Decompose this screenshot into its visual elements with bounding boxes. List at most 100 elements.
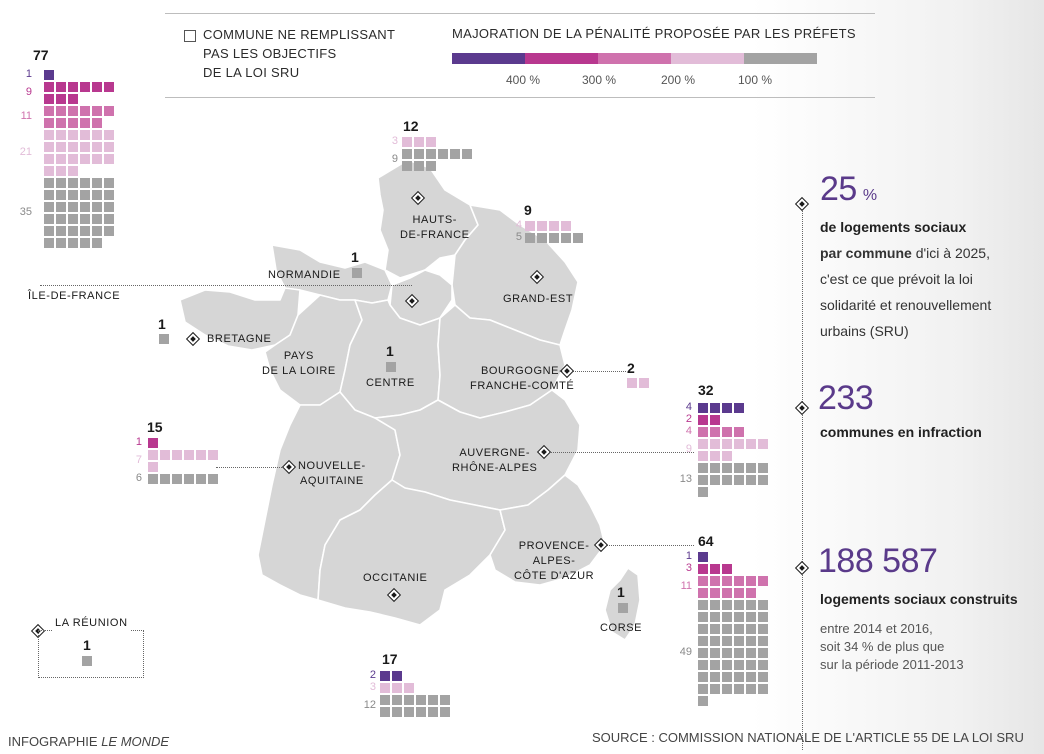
scale-segment [525,53,598,64]
commune-square [758,684,768,694]
commune-square [722,660,732,670]
paca-group-count: 11 [680,580,692,592]
label-centre: CENTRE [366,377,415,389]
ara-group-count: 4 [685,425,692,437]
reunion-inset [38,630,144,678]
commune-square [208,450,218,460]
commune-square [549,221,559,231]
commune-square [561,233,571,243]
commune-square [722,564,732,574]
idf-group-count: 21 [19,146,32,158]
commune-square [148,438,158,448]
commune-square [710,475,720,485]
commune-square [722,624,732,634]
stat1-line5: urbains (SRU) [820,323,909,339]
label-line: NOUVELLE- [298,460,366,472]
commune-square [404,683,414,693]
commune-square [402,149,412,159]
commune-square [44,106,54,116]
commune-square [758,600,768,610]
commune-square [438,149,448,159]
label-line: FRANCHE-COMTÉ [470,380,575,392]
commune-square [44,154,54,164]
commune-square [68,214,78,224]
legend-commune-line: DE LA LOI SRU [203,65,300,80]
map-occitanie [317,479,506,626]
commune-square [722,403,732,413]
label-la-reunion: LA RÉUNION [52,616,131,631]
commune-square [722,576,732,586]
commune-square [172,450,182,460]
commune-square [722,636,732,646]
idf-group-count: 11 [20,110,32,122]
commune-square [104,142,114,152]
occ-group-count: 12 [363,699,376,711]
ge-group-count: 5 [515,231,522,243]
stat1-unit: % [862,187,877,204]
commune-square [68,166,78,176]
commune-square [104,190,114,200]
commune-square [758,648,768,658]
commune-square-icon [184,30,196,42]
ara-total: 32 [698,382,714,398]
commune-square [561,221,571,231]
ara-group-count: 2 [685,413,692,425]
label-line: PROVENCE- [518,540,590,552]
commune-square [734,475,744,485]
commune-square [414,149,424,159]
na-group-count: 6 [135,472,142,484]
label-nouvelle-aquitaine: NOUVELLE- AQUITAINE [298,459,366,489]
map-hauts-de-france [377,159,479,279]
commune-square [698,612,708,622]
commune-square [440,695,450,705]
commune-square [428,695,438,705]
commune-square [734,427,744,437]
commune-square [698,600,708,610]
corse-total: 1 [617,584,625,600]
paca-total: 64 [698,533,714,549]
bret-total: 1 [158,316,166,332]
hdf-group-count: 9 [391,153,398,165]
commune-square [698,648,708,658]
commune-square [92,118,102,128]
idf-total: 77 [33,47,49,63]
commune-square [80,118,90,128]
commune-square [92,142,102,152]
commune-square [56,130,66,140]
commune-square [722,600,732,610]
commune-square [722,475,732,485]
ara-group-count: 9 [685,443,692,455]
commune-square [68,130,78,140]
commune-square [710,684,720,694]
stat1-line3: c'est ce que prévoit la loi [820,271,973,287]
commune-square [698,451,708,461]
commune-square [710,463,720,473]
commune-square [758,475,768,485]
commune-square [746,624,756,634]
commune-square [402,161,412,171]
commune-square [746,660,756,670]
stat2-number: 233 [818,379,874,417]
commune-square [734,636,744,646]
commune-square [80,178,90,188]
idf-group-count: 35 [19,206,32,218]
ara-group-count: 4 [685,401,692,413]
commune-square [698,403,708,413]
label-occitanie: OCCITANIE [363,572,428,584]
commune-square [159,334,169,344]
commune-square [734,624,744,634]
commune-square [450,149,460,159]
commune-square [386,362,396,372]
commune-square [196,450,206,460]
commune-square [184,450,194,460]
commune-square [160,474,170,484]
commune-square [414,137,424,147]
paca-group-count: 1 [685,550,692,562]
commune-square [44,166,54,176]
credit: INFOGRAPHIE LE MONDE [8,734,169,749]
commune-square [698,696,708,706]
commune-square [734,600,744,610]
commune-square [758,439,768,449]
commune-square [56,154,66,164]
commune-square [392,707,402,717]
